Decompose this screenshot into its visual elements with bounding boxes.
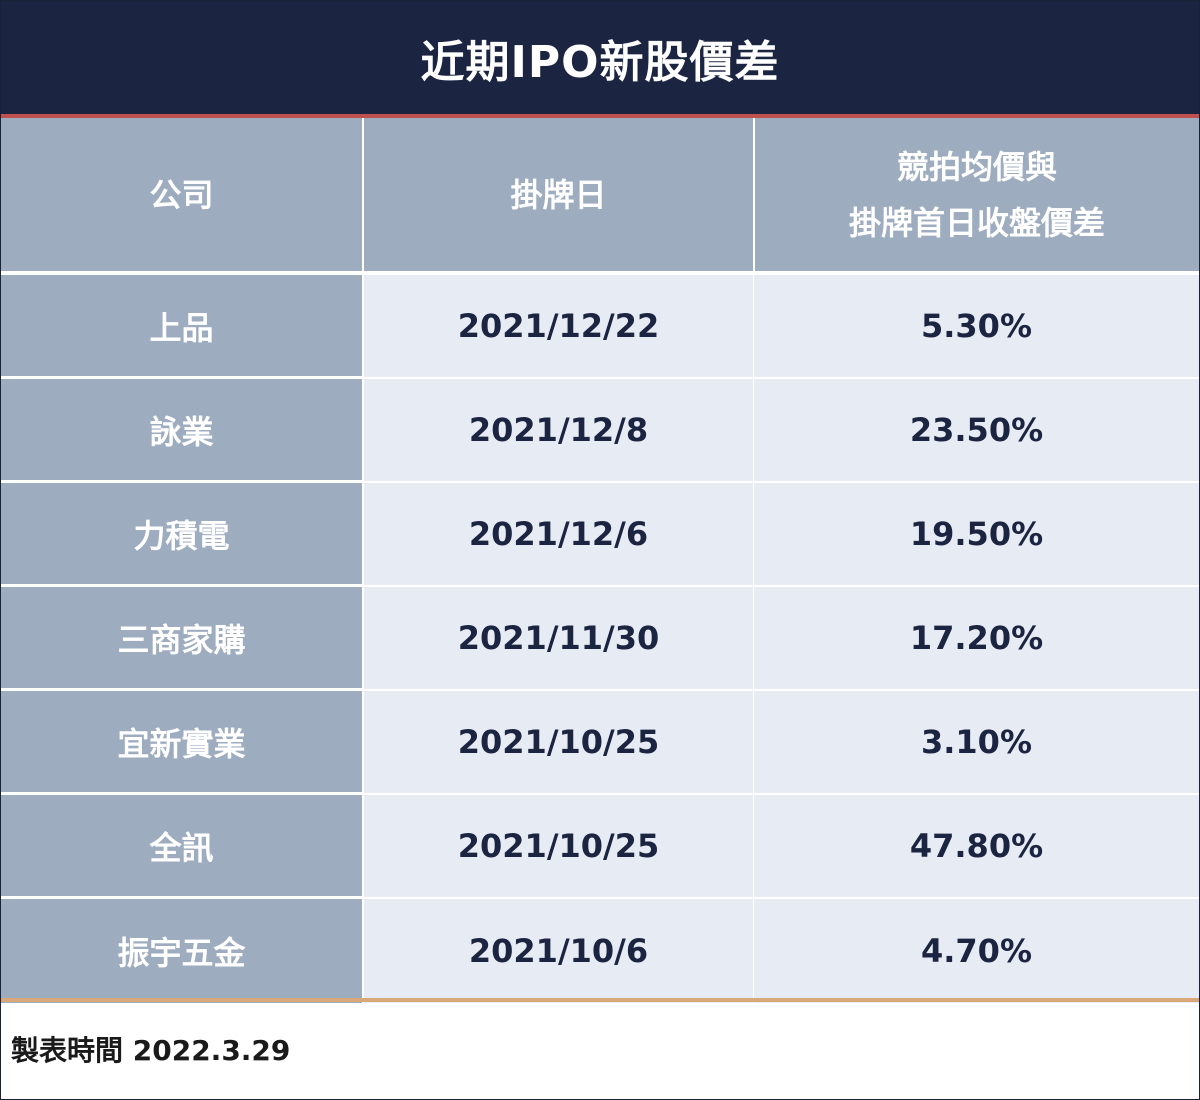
spread-cell: 17.20% [753, 587, 1199, 691]
header-listing-date-label: 掛牌日 [510, 175, 607, 214]
header-company-label: 公司 [149, 175, 214, 214]
header-spread: 競拍均價與 掛牌首日收盤價差 [753, 118, 1199, 275]
table-row: 振宇五金 2021/10/6 4.70% [1, 899, 1199, 1003]
listing-date-cell: 2021/12/22 [362, 275, 753, 379]
title-accent-line [1, 114, 1199, 118]
spread-cell: 23.50% [753, 379, 1199, 483]
company-cell: 全訊 [1, 795, 362, 899]
header-listing-date: 掛牌日 [362, 118, 753, 275]
spread-cell: 3.10% [753, 691, 1199, 795]
table-row: 上品 2021/12/22 5.30% [1, 275, 1199, 379]
company-cell: 宜新實業 [1, 691, 362, 795]
table-row: 全訊 2021/10/25 47.80% [1, 795, 1199, 899]
bottom-accent-line [1, 998, 1199, 1002]
company-cell: 三商家購 [1, 587, 362, 691]
table-row: 力積電 2021/12/6 19.50% [1, 483, 1199, 587]
table-title: 近期IPO新股價差 [420, 36, 780, 88]
company-cell: 詠業 [1, 379, 362, 483]
spread-cell: 47.80% [753, 795, 1199, 899]
company-cell: 上品 [1, 275, 362, 379]
spread-cell: 19.50% [753, 483, 1199, 587]
listing-date-cell: 2021/11/30 [362, 587, 753, 691]
listing-date-cell: 2021/10/25 [362, 795, 753, 899]
listing-date-cell: 2021/10/6 [362, 899, 753, 1003]
title-bar: 近期IPO新股價差 [1, 1, 1199, 114]
listing-date-cell: 2021/10/25 [362, 691, 753, 795]
table-row: 三商家購 2021/11/30 17.20% [1, 587, 1199, 691]
header-company: 公司 [1, 118, 362, 275]
listing-date-cell: 2021/12/8 [362, 379, 753, 483]
company-cell: 振宇五金 [1, 899, 362, 1003]
table-row: 宜新實業 2021/10/25 3.10% [1, 691, 1199, 795]
header-spread-label-line2: 掛牌首日收盤價差 [848, 203, 1105, 242]
header-spread-label-line1: 競拍均價與 [896, 147, 1057, 186]
spread-cell: 5.30% [753, 275, 1199, 379]
company-cell: 力積電 [1, 483, 362, 587]
ipo-spread-table: 公司 掛牌日 競拍均價與 掛牌首日收盤價差 上品 2021/12/22 5.30… [1, 118, 1199, 1003]
listing-date-cell: 2021/12/6 [362, 483, 753, 587]
footer-note: 製表時間 2022.3.29 [11, 1034, 291, 1067]
table-row: 詠業 2021/12/8 23.50% [1, 379, 1199, 483]
table-body: 上品 2021/12/22 5.30% 詠業 2021/12/8 23.50% … [1, 275, 1199, 1003]
spread-cell: 4.70% [753, 899, 1199, 1003]
header-row: 公司 掛牌日 競拍均價與 掛牌首日收盤價差 [1, 118, 1199, 275]
